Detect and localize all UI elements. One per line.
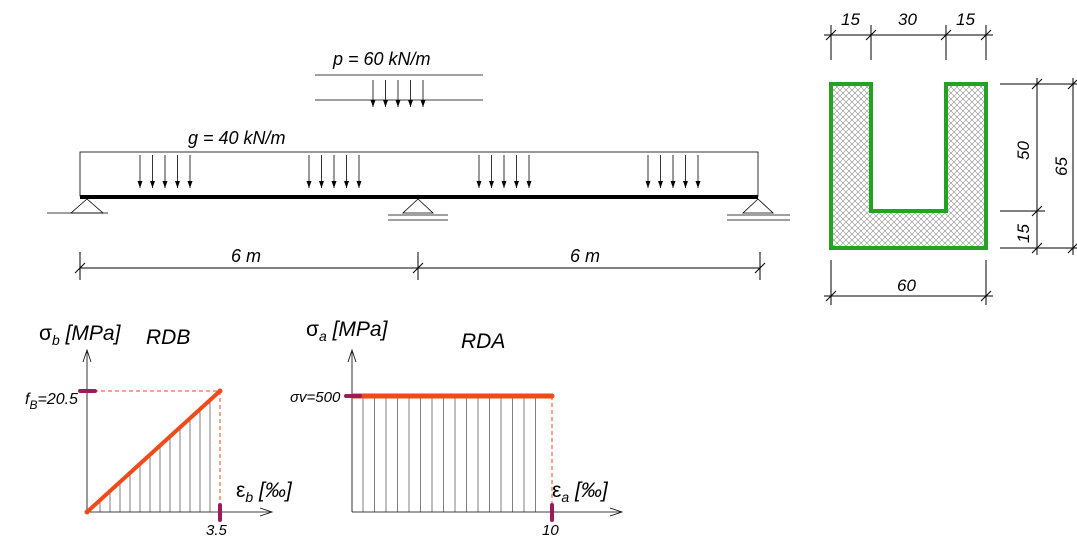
span-right-label: 6 m <box>570 246 600 266</box>
roller-support-right <box>727 198 790 221</box>
dead-load-arrow-head <box>658 181 663 188</box>
live-load-arrow-head <box>395 100 401 107</box>
rda-strain-limit: 10 <box>542 522 559 537</box>
beam <box>47 195 790 221</box>
dead-load-arrow-head <box>137 181 143 188</box>
span-dimensions: 6 m 6 m <box>74 246 766 280</box>
pin-support-left <box>47 198 108 214</box>
dead-load-arrows <box>137 155 701 188</box>
rdb-strain-limit: 3.5 <box>206 522 228 537</box>
dead-load-arrow-head <box>683 181 688 188</box>
live-load-arrow-head <box>408 100 413 107</box>
live-load-arrows <box>370 80 426 107</box>
dead-load-arrow-head <box>319 181 324 188</box>
dead-load-box <box>79 151 759 197</box>
dead-load-arrow-head <box>175 181 180 188</box>
dim-bottom-height: 15 <box>1014 224 1033 243</box>
live-load-arrow-head <box>370 100 376 107</box>
rda-diagram: σa [MPa] RDA σv=500 εa [‰] 10 <box>290 318 624 537</box>
dead-load-label: g = 40 kN/m <box>188 128 286 148</box>
dead-load-arrow-head <box>514 181 519 188</box>
rda-title: RDA <box>461 330 505 353</box>
dead-load-arrow-head <box>331 181 337 188</box>
dead-load: g = 40 kN/m <box>79 128 759 197</box>
dead-load-arrow-head <box>645 181 651 188</box>
rda-hatch <box>362 398 536 512</box>
dead-load-arrow-head <box>670 181 676 188</box>
dead-load-arrow-head <box>162 181 168 188</box>
rda-strain-axis-label: εa [‰] <box>552 479 609 505</box>
dead-load-arrow-head <box>695 181 701 188</box>
live-load-arrow-head <box>420 100 426 107</box>
dead-load-arrow-head <box>476 181 482 188</box>
live-load-arrow-head <box>383 100 388 107</box>
rda-yield-label: σv=500 <box>290 389 341 406</box>
dead-load-arrow-head <box>150 181 155 188</box>
dead-load-arrow-head <box>187 181 193 188</box>
dead-load-arrow-head <box>306 181 312 188</box>
u-section-shape <box>829 82 988 250</box>
rdb-title: RDB <box>146 326 190 349</box>
rdb-strain-axis-label: εb [‰] <box>236 479 293 505</box>
cross-section: 15 30 15 60 50 15 65 <box>824 10 1077 305</box>
dead-load-arrow-head <box>356 181 362 188</box>
live-load-label: p = 60 kN/m <box>332 49 431 69</box>
rdb-stress-strain-line <box>85 389 222 514</box>
live-load: p = 60 kN/m <box>315 49 483 107</box>
rdb-stress-axis-label: σb [MPa] <box>39 322 122 348</box>
dim-inner-height: 50 <box>1014 141 1033 160</box>
dead-load-arrow-head <box>489 181 494 188</box>
rdb-diagram: σb [MPa] RDB fB=20.5 εb [‰] 3.5 <box>25 322 293 537</box>
rdb-hatch <box>99 400 211 512</box>
dead-load-arrow-head <box>501 181 507 188</box>
dim-total-height: 65 <box>1052 157 1071 176</box>
dead-load-arrow-head <box>526 181 532 188</box>
span-left-label: 6 m <box>231 246 261 266</box>
dim-top-mid: 30 <box>898 10 917 29</box>
dim-top-right: 15 <box>956 10 975 29</box>
dead-load-arrow-head <box>344 181 349 188</box>
rda-stress-axis-label: σa [MPa] <box>306 318 389 344</box>
dim-top-left: 15 <box>841 10 860 29</box>
rdb-fb-label: fB=20.5 <box>25 391 78 412</box>
dim-width: 60 <box>897 276 916 295</box>
roller-support-middle <box>388 198 448 221</box>
